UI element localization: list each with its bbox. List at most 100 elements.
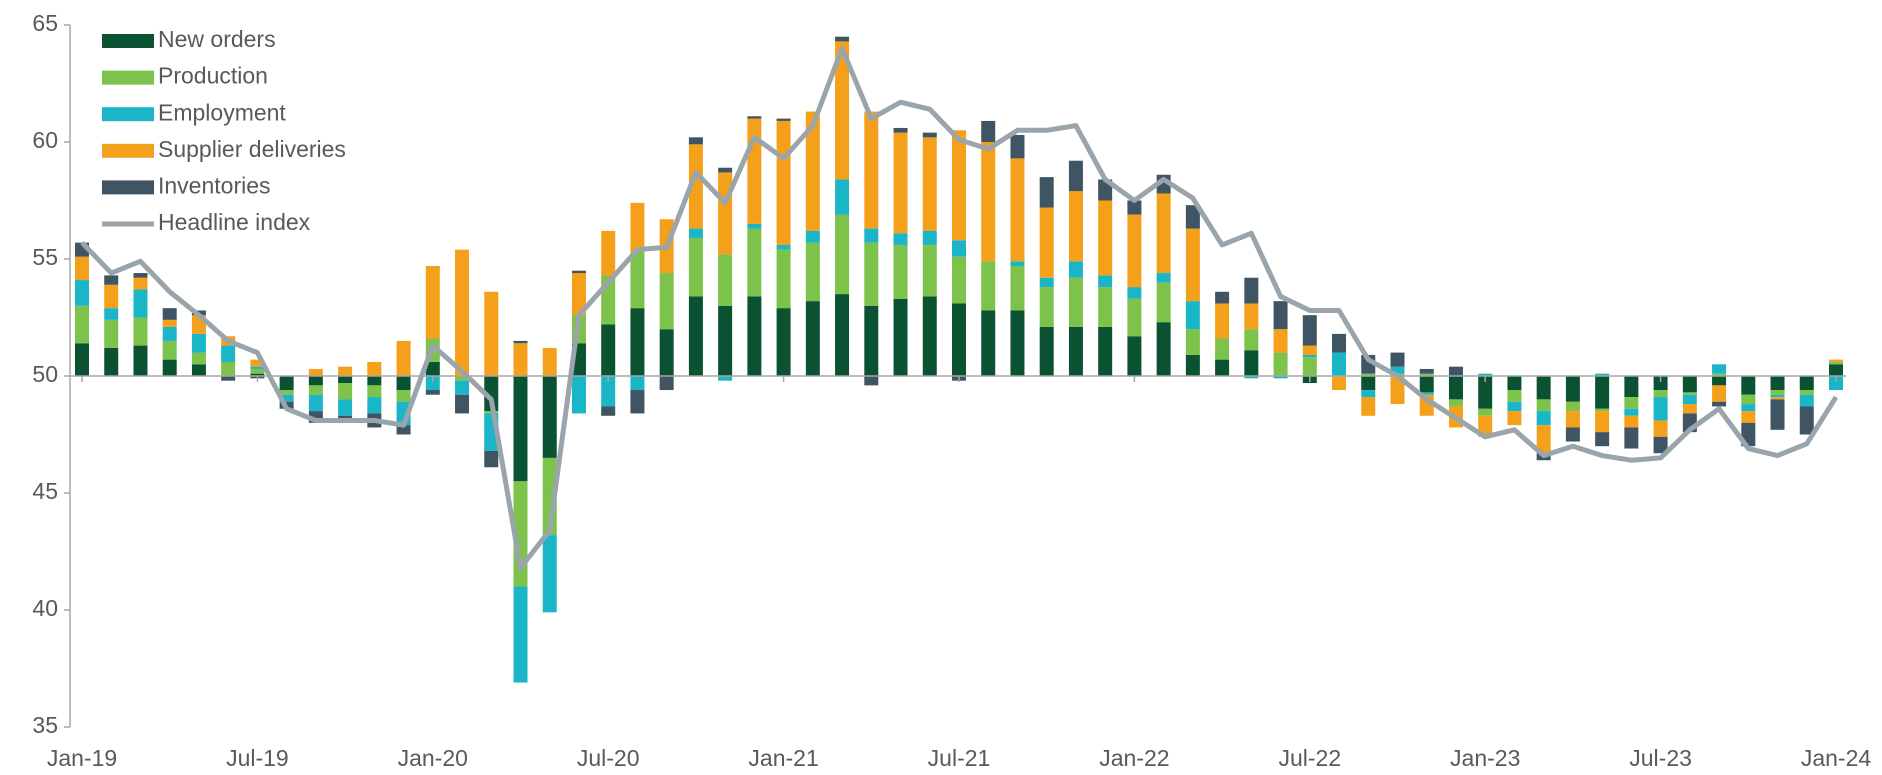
bar-segment: [367, 385, 382, 398]
bar-segment: [162, 308, 177, 320]
y-tick-label: 35: [32, 712, 58, 738]
bar-segment: [1829, 361, 1843, 365]
bar-segment: [338, 366, 353, 376]
bar-segment: [1448, 366, 1463, 376]
bar-segment: [133, 277, 148, 290]
bar-segment: [1770, 399, 1785, 430]
bar-segment: [338, 399, 353, 416]
bar-segment: [1595, 432, 1610, 447]
bar-segment: [308, 411, 323, 423]
bar-segment: [835, 294, 850, 376]
bar-segment: [133, 289, 148, 318]
bar-segment: [1829, 364, 1843, 376]
bar-segment: [75, 280, 89, 306]
bar-segment: [1799, 376, 1814, 391]
y-tick-label: 50: [32, 361, 58, 387]
bar-segment: [1799, 406, 1814, 435]
bar-segment: [367, 361, 382, 376]
bar-segment: [1712, 401, 1727, 407]
bar-segment: [630, 390, 645, 414]
y-tick-label: 40: [32, 595, 58, 621]
bar-segment: [571, 270, 586, 274]
bar-segment: [425, 361, 440, 376]
bar-segment: [1010, 134, 1025, 159]
bar-segment: [1536, 411, 1551, 426]
bar-segment: [1156, 273, 1171, 283]
bar-segment: [688, 228, 703, 238]
bar-segment: [1010, 158, 1025, 262]
bar-segment: [1712, 373, 1727, 376]
legend-label: Inventories: [158, 172, 271, 198]
bar-segment: [1361, 376, 1376, 391]
bar-segment: [1741, 411, 1756, 423]
bar-segment: [1770, 397, 1785, 400]
bar-segment: [455, 249, 470, 376]
bar-segment: [1624, 376, 1639, 398]
bar-segment: [162, 359, 177, 376]
bar-segment: [1185, 329, 1200, 355]
bar-segment: [279, 376, 294, 391]
bar-segment: [718, 172, 733, 255]
bar-segment: [1361, 397, 1376, 416]
bar-segment: [922, 230, 937, 245]
bar-segment: [425, 390, 440, 395]
bar-segment: [776, 118, 791, 121]
bar-segment: [1419, 368, 1434, 374]
bar-segment: [104, 308, 119, 320]
bar-segment: [981, 142, 996, 262]
bar-segment: [191, 333, 206, 353]
bar-segment: [688, 144, 703, 229]
bar-segment: [542, 535, 557, 613]
bar-segment: [1653, 390, 1668, 398]
legend-swatch: [102, 107, 154, 122]
bar-segment: [1478, 376, 1493, 409]
bar-segment: [1478, 373, 1493, 376]
bar-segment: [747, 228, 762, 297]
bar-segment: [455, 376, 470, 381]
bar-segment: [1565, 376, 1580, 402]
bar-segment: [1098, 326, 1113, 376]
bar-segment: [1390, 352, 1405, 367]
y-tick-label: 45: [32, 478, 58, 504]
bar-segment: [308, 394, 323, 412]
bar-segment: [1478, 408, 1493, 416]
bar-segment: [396, 390, 411, 402]
bar-segment: [1624, 415, 1639, 428]
bar-segment: [338, 376, 353, 384]
bar-segment: [864, 305, 879, 376]
bar-segment: [688, 237, 703, 297]
bar-segment: [1332, 333, 1347, 353]
bar-segment: [367, 376, 382, 386]
bar-segment: [484, 450, 499, 468]
bar-segment: [162, 340, 177, 360]
bar-segment: [1244, 329, 1259, 351]
bar-segment: [133, 273, 148, 278]
bar-segment: [1244, 350, 1259, 376]
bar-segment: [1215, 291, 1230, 304]
bar-segment: [718, 305, 733, 376]
bar-segment: [601, 406, 616, 416]
bar-segment: [162, 326, 177, 341]
bar-segment: [1419, 392, 1434, 395]
bar-segment: [1244, 303, 1259, 330]
bar-segment: [1302, 315, 1317, 346]
bar-segment: [659, 329, 674, 376]
bar-segment: [1068, 160, 1083, 192]
bar-segment: [513, 376, 528, 482]
legend-label: Headline index: [158, 209, 311, 235]
bar-segment: [1595, 411, 1610, 433]
bar-segment: [1039, 277, 1054, 288]
bar-segment: [1419, 373, 1434, 376]
bar-segment: [1682, 376, 1697, 393]
bar-segment: [396, 425, 411, 435]
bar-segment: [1741, 394, 1756, 405]
bar-segment: [1361, 390, 1376, 398]
bar-segment: [952, 256, 966, 304]
bar-segment: [1712, 376, 1727, 386]
bar-segment: [1682, 404, 1697, 414]
bar-segment: [513, 586, 528, 683]
bar-segment: [630, 376, 645, 391]
bar-segment: [1039, 287, 1054, 327]
bar-segment: [1536, 376, 1551, 400]
bar-segment: [776, 244, 791, 250]
